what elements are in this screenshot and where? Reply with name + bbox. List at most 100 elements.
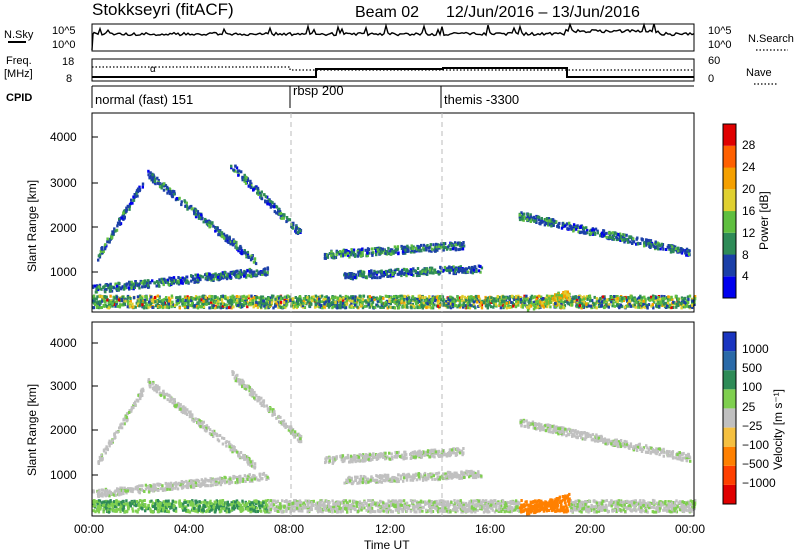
scatter-cell bbox=[167, 499, 170, 503]
scatter-cell bbox=[354, 295, 357, 299]
scatter-cell bbox=[644, 300, 647, 304]
scatter-cell bbox=[449, 268, 452, 272]
scatter-cell bbox=[477, 269, 481, 273]
scatter-cell bbox=[460, 243, 463, 247]
scatter-cell bbox=[524, 216, 528, 220]
scatter-cell bbox=[596, 231, 599, 235]
scatter-cell bbox=[507, 304, 510, 308]
scatter-cell bbox=[236, 302, 240, 306]
scatter-cell bbox=[137, 284, 140, 288]
scatter-cell bbox=[319, 294, 322, 298]
scatter-cell bbox=[419, 305, 423, 309]
scatter-cell bbox=[294, 499, 297, 502]
scatter-cell bbox=[565, 296, 569, 300]
scatter-cell bbox=[244, 251, 247, 255]
scatter-cell bbox=[217, 507, 221, 511]
noise-sky-trace bbox=[91, 22, 695, 51]
noise-right-tick-low: 10^0 bbox=[708, 39, 732, 51]
scatter-cell bbox=[302, 302, 305, 306]
scatter-cell bbox=[579, 295, 582, 299]
scatter-cell bbox=[156, 176, 159, 180]
scatter-cell bbox=[175, 197, 179, 200]
scatter-cell bbox=[590, 304, 593, 308]
scatter-cell bbox=[392, 295, 396, 298]
scatter-cell bbox=[422, 246, 425, 250]
scatter-cell bbox=[95, 297, 98, 301]
scatter-cell bbox=[550, 224, 553, 228]
scatter-cell bbox=[535, 221, 538, 224]
scatter-cell bbox=[118, 222, 121, 225]
scatter-cell bbox=[151, 173, 154, 177]
scatter-cell bbox=[181, 276, 184, 280]
scatter-cell bbox=[333, 296, 337, 300]
scatter-cell bbox=[224, 501, 227, 505]
scatter-cell bbox=[371, 272, 375, 276]
scatter-cell bbox=[452, 272, 455, 276]
scatter-cell bbox=[624, 305, 627, 309]
scatter-cell bbox=[183, 303, 187, 306]
scatter-cell bbox=[619, 297, 622, 301]
scatter-cell bbox=[370, 298, 373, 302]
scatter-cell bbox=[447, 269, 451, 273]
scatter-cell bbox=[96, 284, 99, 288]
scatter-cell bbox=[204, 295, 207, 299]
scatter-cell bbox=[395, 303, 399, 307]
scatter-cell bbox=[266, 200, 269, 203]
scatter-cell bbox=[101, 247, 104, 251]
scatter-cell bbox=[236, 269, 239, 273]
scatter-cell bbox=[433, 270, 436, 274]
scatter-cell bbox=[215, 506, 218, 509]
scatter-cell bbox=[186, 207, 189, 211]
scatter-cell bbox=[655, 298, 659, 302]
scatter-cell bbox=[92, 285, 95, 289]
scatter-cell bbox=[229, 270, 232, 274]
scatter-cell bbox=[197, 212, 200, 216]
scatter-cell bbox=[454, 510, 457, 514]
scatter-cell bbox=[458, 296, 461, 300]
scatter-cell bbox=[529, 213, 532, 217]
scatter-cell bbox=[264, 195, 268, 199]
scatter-cell bbox=[380, 274, 383, 278]
scatter-cell bbox=[235, 295, 239, 298]
scatter-cell bbox=[285, 302, 289, 306]
scatter-cell bbox=[155, 284, 158, 288]
scatter-cell bbox=[202, 299, 205, 303]
scatter-cell bbox=[656, 305, 659, 308]
scatter-cell bbox=[206, 296, 209, 300]
scatter-cell bbox=[540, 298, 543, 301]
scatter-cell bbox=[196, 278, 199, 282]
scatter-cell bbox=[205, 222, 209, 226]
scatter-cell bbox=[425, 272, 428, 276]
scatter-cell bbox=[422, 304, 425, 308]
scatter-cell bbox=[207, 301, 210, 305]
scatter-cell bbox=[373, 271, 376, 275]
scatter-cell bbox=[566, 507, 569, 511]
scatter-cell bbox=[602, 233, 606, 237]
scatter-cell bbox=[387, 305, 391, 309]
scatter-cell bbox=[193, 209, 196, 213]
scatter-cell bbox=[400, 244, 403, 248]
scatter-cell bbox=[419, 271, 422, 275]
scatter-cell bbox=[223, 236, 226, 240]
scatter-cell bbox=[583, 295, 586, 299]
scatter-cell bbox=[100, 299, 104, 303]
scatter-cell bbox=[137, 508, 140, 512]
scatter-cell bbox=[445, 247, 449, 251]
scatter-cell bbox=[296, 304, 299, 308]
scatter-cell bbox=[410, 306, 413, 310]
scatter-cell bbox=[350, 248, 353, 252]
scatter-cell bbox=[283, 303, 286, 306]
scatter-cell bbox=[397, 272, 401, 276]
scatter-cell bbox=[480, 507, 484, 511]
scatter-cell bbox=[114, 304, 117, 308]
scatter-cell bbox=[605, 508, 609, 512]
scatter-cell bbox=[389, 275, 393, 279]
scatter-cell bbox=[490, 299, 494, 303]
scatter-cell bbox=[668, 298, 672, 302]
scatter-cell bbox=[94, 290, 98, 294]
scatter-cell bbox=[154, 300, 157, 304]
scatter-cell bbox=[560, 226, 564, 230]
scatter-cell bbox=[647, 501, 650, 505]
scatter-cell bbox=[275, 211, 279, 215]
scatter-cell bbox=[506, 305, 509, 309]
